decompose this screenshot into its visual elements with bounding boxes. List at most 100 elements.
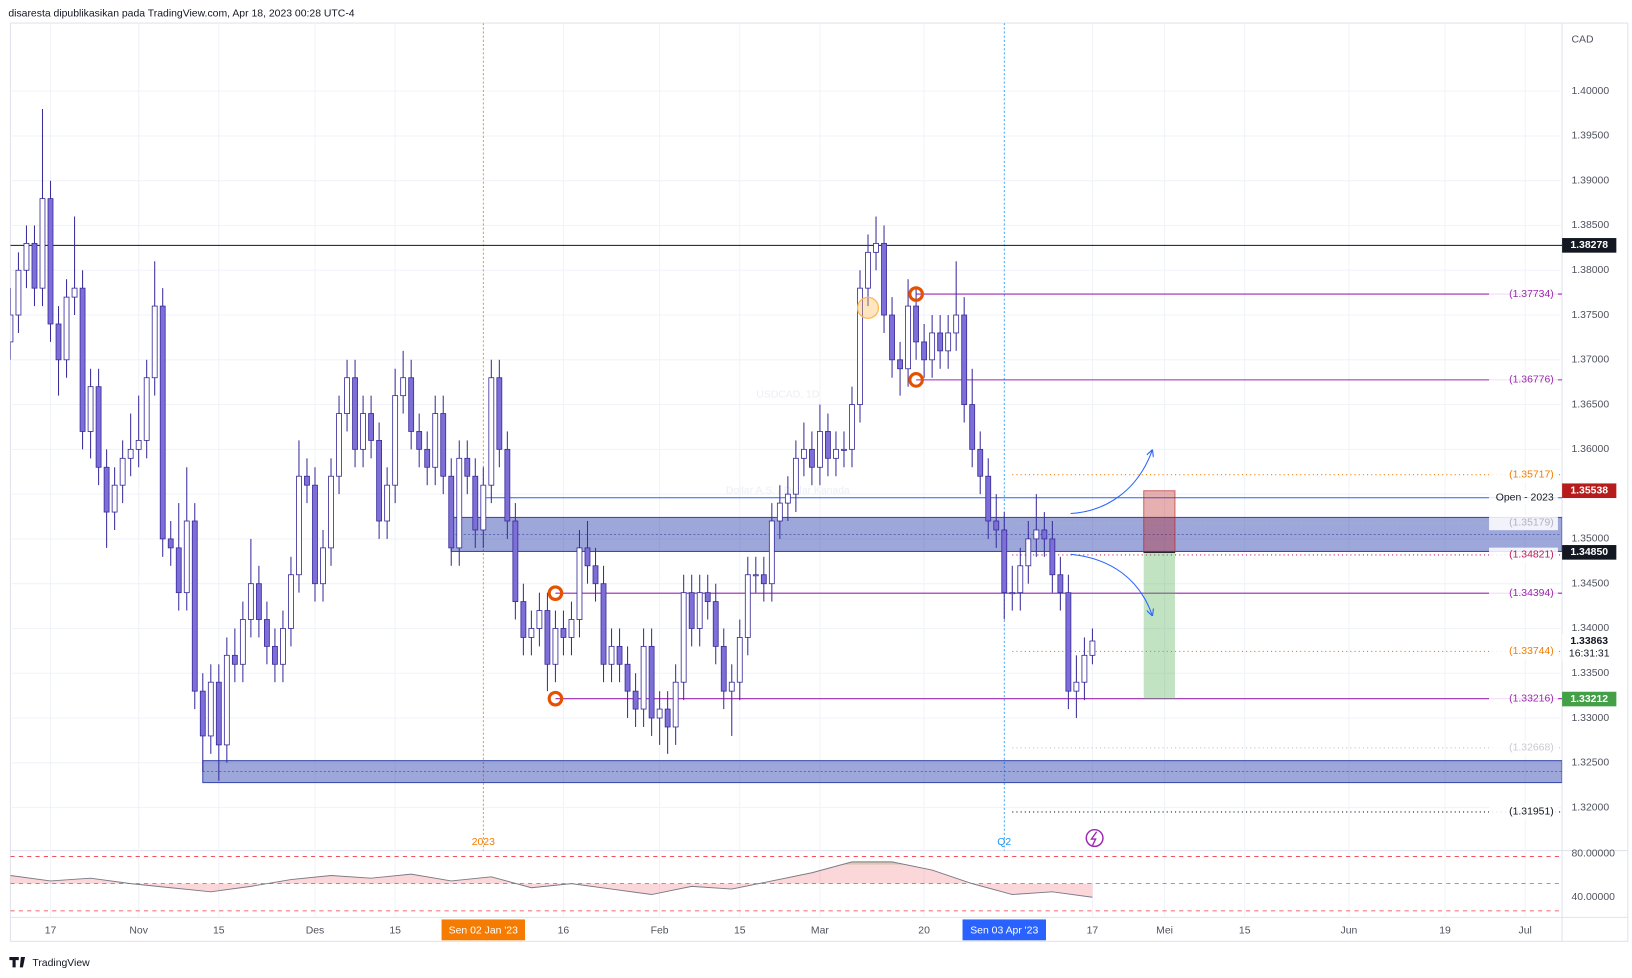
- candle-body: [55, 323, 62, 361]
- candle-body: [728, 681, 735, 692]
- candle-body: [87, 386, 94, 432]
- candle-body: [536, 610, 543, 629]
- price-badge: [1562, 691, 1617, 707]
- y-tick-label: 1.36000: [1571, 444, 1609, 455]
- candle-body: [272, 645, 278, 665]
- candle-body: [1025, 538, 1032, 567]
- logo: [9, 957, 26, 968]
- candle-body: [288, 574, 294, 629]
- candle-body: [175, 547, 182, 594]
- candle-body: [760, 574, 767, 585]
- candle-body: [1057, 574, 1064, 594]
- candle-body: [47, 198, 54, 325]
- y-tick-label: 1.37500: [1571, 310, 1609, 321]
- candle-body: [79, 287, 86, 432]
- candle-body: [873, 242, 879, 253]
- level-label-bg: [1489, 691, 1558, 706]
- candle-body: [608, 645, 615, 665]
- level-label: (1.34821): [1509, 550, 1554, 561]
- x-tick-label: 15: [389, 926, 401, 937]
- candle-body: [889, 314, 895, 361]
- candle-body: [520, 601, 527, 638]
- candle-body: [424, 448, 431, 468]
- indicator-pane: [10, 856, 1563, 912]
- x-tick-label: 16: [558, 926, 570, 937]
- candle-body: [672, 681, 679, 728]
- x-tick-label: 15: [734, 926, 746, 937]
- candle-body: [320, 547, 326, 585]
- price-badge: [1562, 545, 1617, 560]
- candle-body: [784, 493, 791, 504]
- price-badge-label: 1.33212: [1570, 694, 1608, 705]
- candle-body: [95, 386, 102, 468]
- candle-body: [119, 457, 126, 486]
- date-badge-label: Sen 02 Jan '23: [449, 926, 518, 937]
- level-label-bg: [1489, 372, 1558, 388]
- level-label-bg: [1489, 804, 1558, 820]
- candle-body: [456, 457, 463, 549]
- x-tick-label: Mei: [1156, 926, 1173, 937]
- y-tick-label: 1.32500: [1571, 758, 1609, 769]
- price-badge-label: 1.33863: [1570, 636, 1608, 647]
- candle-body: [800, 448, 807, 459]
- y-tick-label: 1.37000: [1571, 355, 1609, 366]
- candle-body: [296, 475, 302, 576]
- x-tick-label: 15: [1239, 926, 1251, 937]
- level-label-bg: [1489, 585, 1558, 601]
- level-label-bg: [1489, 515, 1558, 531]
- pivot-marker: [547, 690, 564, 707]
- y-tick-label: 1.40000: [1571, 86, 1609, 97]
- footer-brand: TradingView: [32, 958, 90, 969]
- candle-body: [616, 645, 623, 665]
- candle-body: [255, 583, 262, 620]
- price-badge: [1562, 483, 1617, 499]
- candle-body: [1017, 565, 1024, 594]
- candle-body: [39, 198, 46, 289]
- x-tick-label: Jul: [1519, 926, 1532, 937]
- y-tick-label: 1.38500: [1571, 220, 1609, 231]
- currency: CAD: [1571, 35, 1593, 46]
- candle-body: [1033, 529, 1040, 540]
- candle-body: [1073, 681, 1080, 692]
- date-badge: [962, 919, 1047, 941]
- price-badge-label: 1.35538: [1570, 485, 1608, 496]
- candle-body: [961, 314, 968, 406]
- alert-icon[interactable]: [1085, 828, 1104, 848]
- candle-body: [207, 681, 214, 737]
- y-tick-label: 1.35000: [1571, 534, 1609, 545]
- price-badge-label: 1.38278: [1570, 240, 1608, 251]
- pivot-marker: [908, 372, 924, 388]
- candle-body: [792, 457, 799, 495]
- candle-body: [111, 484, 118, 513]
- y-tick-label: 1.36500: [1571, 399, 1609, 410]
- date-badge: [441, 919, 526, 941]
- chart-frame: [9, 22, 1629, 942]
- candle-body: [929, 332, 936, 361]
- candle-body: [1001, 529, 1008, 594]
- candle-body: [817, 431, 823, 468]
- candle-body: [264, 619, 270, 647]
- candle-body: [905, 305, 911, 370]
- level-label-bg: [1489, 467, 1558, 483]
- candle-body: [504, 448, 511, 522]
- arrow-down: [1070, 553, 1152, 615]
- candle-body: [768, 520, 775, 585]
- candle-body: [985, 475, 992, 522]
- candle-body: [688, 592, 695, 629]
- candle-body: [648, 645, 655, 719]
- candle-body: [560, 628, 567, 638]
- candle-body: [71, 287, 78, 298]
- candle-body: [328, 475, 334, 549]
- zone: [202, 760, 1563, 784]
- candle-body: [977, 448, 984, 477]
- y-tick-label: 1.32000: [1571, 802, 1609, 813]
- candle-body: [552, 628, 559, 665]
- y-tick-label: 1.39500: [1571, 131, 1609, 142]
- y-tick-label: 1.33000: [1571, 713, 1609, 724]
- candle-body: [528, 628, 535, 638]
- candle-body: [624, 663, 631, 692]
- candle-body: [127, 448, 134, 459]
- candle-body: [440, 413, 447, 477]
